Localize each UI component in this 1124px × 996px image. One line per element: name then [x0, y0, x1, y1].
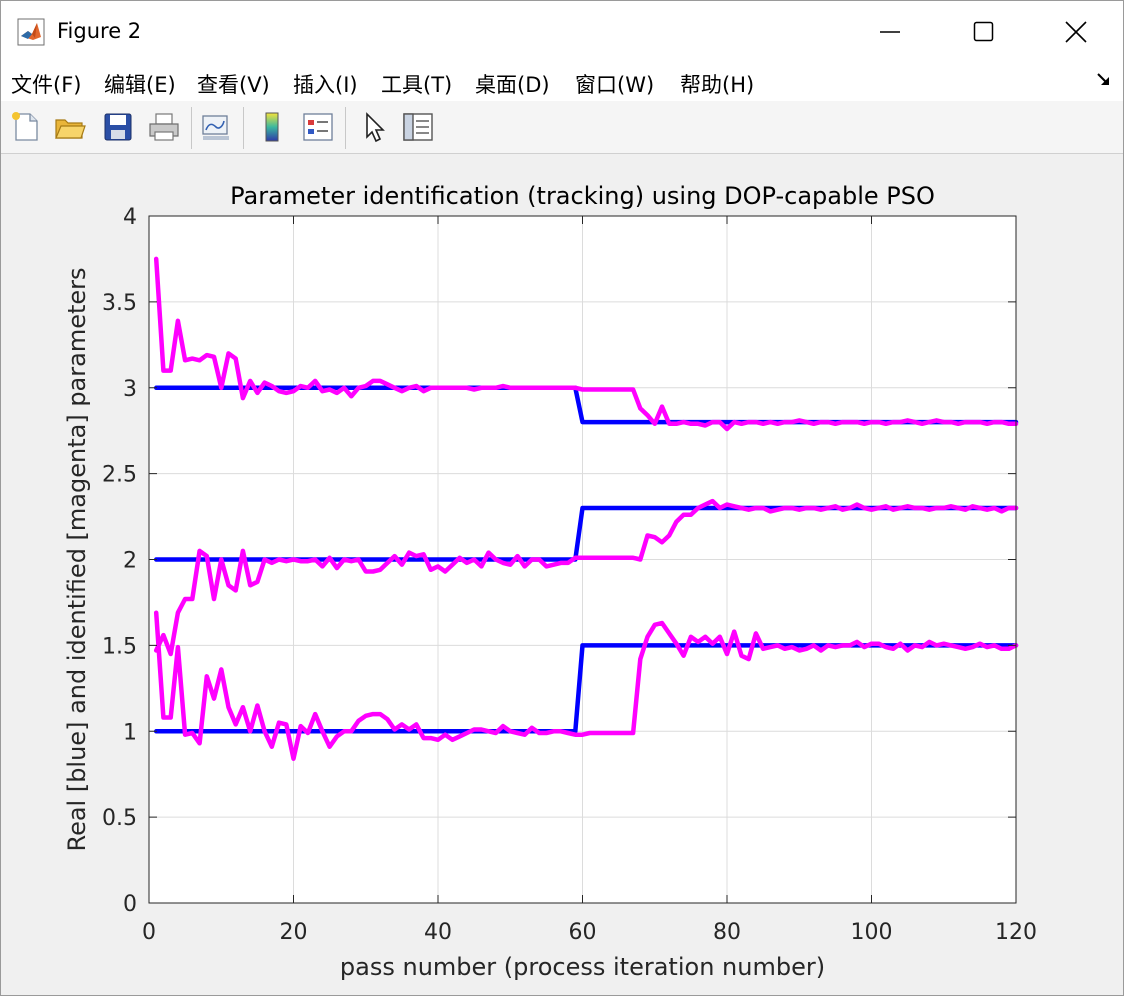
menu-file[interactable]: 文件(F) — [11, 73, 82, 97]
legend-icon[interactable] — [301, 110, 335, 144]
print-icon[interactable] — [147, 110, 181, 144]
y-tick-label: 2 — [123, 549, 137, 574]
y-axis-label: Real [blue] and identified [magenta] par… — [63, 267, 91, 851]
real-parameter-line-3[interactable] — [153, 643, 1019, 734]
pointer-icon[interactable] — [357, 110, 391, 144]
line-chart[interactable]: 0 20 40 60 80 100 120 0 0.5 1 1.5 2 2.5 3 3.5 4 Paramete… — [1, 154, 1123, 995]
toolbar-separator — [191, 107, 192, 149]
x-tick-label: 20 — [280, 920, 308, 945]
window-title: Figure 2 — [57, 19, 142, 43]
x-tick-label: 80 — [713, 920, 741, 945]
property-inspector-icon[interactable] — [401, 110, 435, 144]
identified-parameter-line-4[interactable] — [153, 256, 1019, 432]
close-icon — [1065, 21, 1087, 43]
new-figure-icon[interactable] — [9, 110, 43, 144]
x-axis-label: pass number (process iteration number) — [340, 953, 825, 981]
maximize-button[interactable] — [937, 1, 1031, 63]
x-tick-label: 120 — [995, 920, 1037, 945]
x-tick-label: 60 — [569, 920, 597, 945]
y-tick-label: 1 — [123, 720, 137, 745]
close-button[interactable] — [1029, 1, 1123, 63]
menu-desktop[interactable]: 桌面(D) — [475, 73, 550, 97]
colorbar-icon[interactable] — [255, 110, 289, 144]
x-tick-label: 0 — [142, 920, 156, 945]
maximize-icon — [973, 21, 994, 42]
identified-parameter-line-5[interactable] — [153, 498, 1019, 657]
toolbar-separator — [345, 107, 346, 149]
identified-parameter-line-6[interactable] — [153, 610, 1019, 761]
undock-arrow-icon[interactable] — [1095, 71, 1113, 89]
y-tick-label: 3.5 — [102, 291, 137, 316]
menu-help[interactable]: 帮助(H) — [680, 73, 755, 97]
title-bar: Figure 2 — [1, 1, 1123, 63]
matlab-logo-icon — [17, 18, 45, 46]
menu-insert[interactable]: 插入(I) — [293, 73, 358, 97]
y-tick-label: 2.5 — [102, 463, 137, 488]
y-tick-label: 0.5 — [102, 806, 137, 831]
open-file-icon[interactable] — [53, 110, 87, 144]
y-tick-label: 1.5 — [102, 634, 137, 659]
menu-tools[interactable]: 工具(T) — [381, 73, 453, 97]
menu-window[interactable]: 窗口(W) — [575, 73, 655, 97]
minimize-button[interactable] — [843, 1, 937, 63]
y-tick-label: 0 — [123, 892, 137, 917]
x-tick-label: 100 — [851, 920, 893, 945]
link-plot-icon[interactable] — [199, 110, 233, 144]
toolbar-separator — [243, 107, 244, 149]
menu-edit[interactable]: 编辑(E) — [104, 73, 176, 97]
y-tick-label: 3 — [123, 377, 137, 402]
x-tick-label: 40 — [424, 920, 452, 945]
figure-toolbar — [1, 101, 1123, 154]
menu-bar: 文件(F) 编辑(E) 查看(V) 插入(I) 工具(T) 桌面(D) 窗口(W… — [1, 63, 1123, 101]
chart-title: Parameter identification (tracking) usin… — [230, 182, 935, 210]
y-tick-label: 4 — [123, 205, 137, 230]
menu-view[interactable]: 查看(V) — [197, 73, 270, 97]
minimize-icon — [880, 31, 900, 33]
save-icon[interactable] — [101, 110, 135, 144]
figure-canvas: 0 20 40 60 80 100 120 0 0.5 1 1.5 2 2.5 3 3.5 4 Paramete… — [1, 154, 1123, 995]
